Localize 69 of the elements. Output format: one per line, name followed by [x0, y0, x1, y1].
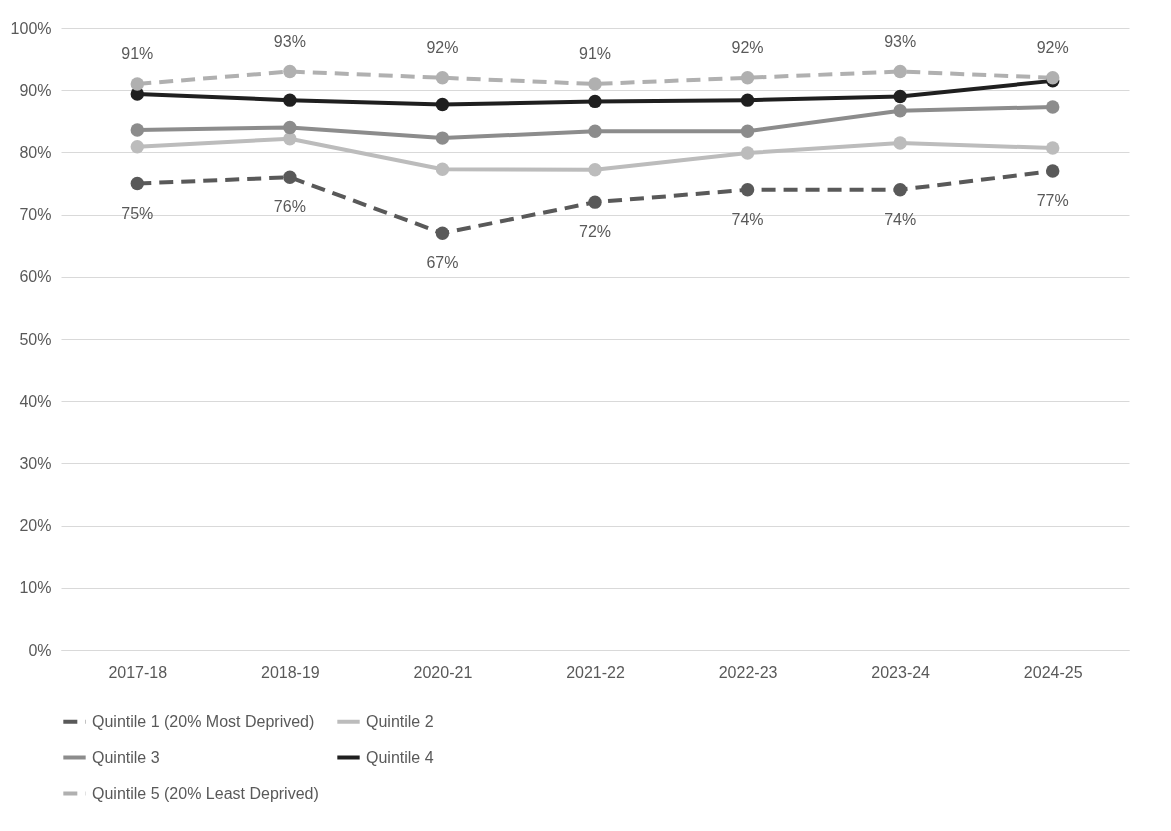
y-tick-label: 70% [19, 206, 52, 224]
point [283, 64, 297, 79]
point [588, 195, 602, 209]
point [435, 131, 450, 145]
point [893, 183, 907, 197]
data-label: 72% [578, 223, 612, 241]
data-label: 67% [426, 254, 459, 272]
point [740, 146, 755, 160]
point [435, 226, 450, 240]
legend-label: Quintile 1 (20% Most Deprived) [92, 712, 315, 730]
x-tick-label: 2017-18 [108, 663, 168, 681]
point [740, 183, 755, 197]
point [740, 71, 755, 85]
point [1046, 164, 1060, 178]
data-label: 76% [273, 198, 306, 216]
data-label: 92% [731, 38, 764, 56]
point [1046, 100, 1060, 114]
point [588, 124, 602, 138]
point [435, 71, 450, 85]
point [588, 94, 602, 109]
legend-label: Quintile 3 [92, 748, 160, 766]
data-label: 77% [1036, 192, 1069, 210]
x-tick-label: 2022-23 [718, 663, 778, 681]
point [740, 124, 755, 138]
point [588, 77, 602, 91]
data-label: 93% [273, 32, 306, 50]
legend-label: Quintile 4 [366, 748, 434, 766]
y-tick-label: 100% [10, 19, 52, 37]
point [893, 104, 907, 118]
y-tick-label: 50% [19, 330, 52, 348]
point [893, 89, 907, 104]
point [1046, 141, 1060, 155]
y-tick-label: 20% [19, 517, 52, 535]
point [893, 136, 907, 150]
y-tick-label: 60% [19, 268, 52, 286]
legend-label: Quintile 2 [366, 712, 434, 730]
y-tick-label: 90% [19, 81, 52, 99]
data-label: 91% [121, 44, 154, 62]
y-tick-label: 10% [19, 579, 52, 597]
point [283, 132, 297, 146]
data-label: 91% [578, 44, 612, 62]
y-tick-label: 80% [19, 143, 52, 161]
point [130, 176, 144, 191]
point [588, 163, 602, 177]
x-tick-label: 2020-21 [413, 663, 473, 681]
data-label: 92% [426, 38, 459, 56]
y-tick-label: 40% [19, 392, 52, 410]
point [740, 93, 755, 107]
point [130, 123, 144, 137]
y-tick-label: 30% [19, 454, 52, 472]
x-tick-label: 2018-19 [261, 663, 320, 681]
point [283, 120, 297, 135]
point [893, 64, 907, 79]
point [130, 140, 144, 154]
y-tick-label: 0% [28, 641, 52, 659]
data-label: 74% [884, 210, 917, 228]
data-label: 75% [121, 204, 154, 222]
data-label: 74% [731, 210, 764, 228]
point [283, 93, 297, 107]
x-tick-label: 2023-24 [871, 663, 931, 681]
point [435, 162, 450, 176]
x-tick-label: 2024-25 [1023, 663, 1083, 681]
legend-label: Quintile 5 (20% Least Deprived) [92, 784, 319, 802]
point [283, 170, 297, 184]
point [130, 77, 144, 91]
x-tick-label: 2021-22 [566, 663, 625, 681]
data-label: 93% [884, 32, 917, 50]
data-label: 92% [1036, 38, 1069, 56]
point [435, 97, 450, 112]
